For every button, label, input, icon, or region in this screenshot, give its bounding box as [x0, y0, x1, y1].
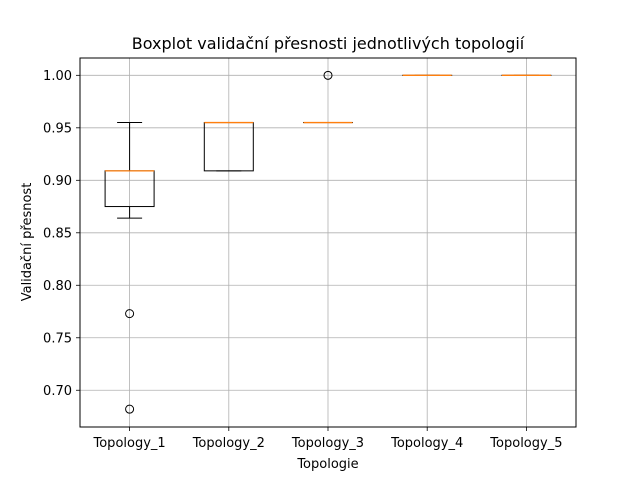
chart-title: Boxplot validační přesnosti jednotlivých…: [132, 34, 525, 53]
y-axis-label: Validační přesnost: [20, 183, 35, 302]
x-tick-label: Topology_1: [93, 436, 166, 451]
y-tick-label: 0.90: [43, 174, 72, 189]
y-tick-label: 0.70: [43, 384, 72, 399]
y-tick-label: 0.75: [43, 331, 72, 346]
x-tick-label: Topology_3: [291, 436, 364, 451]
x-tick-label: Topology_4: [390, 436, 463, 451]
x-tick-label: Topology_2: [192, 436, 265, 451]
y-tick-label: 0.80: [43, 279, 72, 294]
x-axis-label: Topologie: [296, 457, 358, 472]
y-tick-label: 1.00: [43, 69, 72, 84]
y-tick-label: 0.95: [43, 121, 72, 136]
y-tick-label: 0.85: [43, 226, 72, 241]
x-tick-label: Topology_5: [489, 436, 562, 451]
